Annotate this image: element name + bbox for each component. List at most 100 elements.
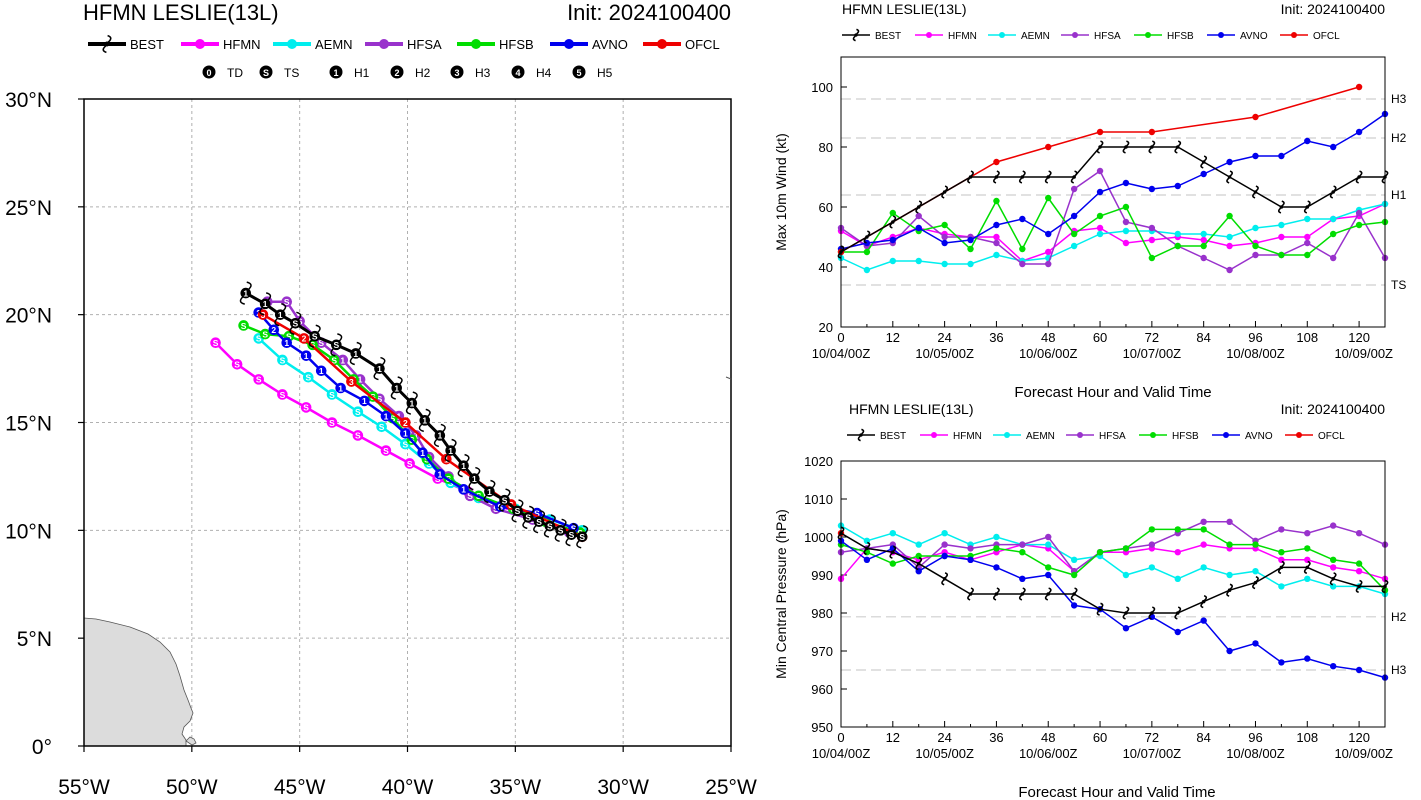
series-point-hfsa — [1019, 541, 1026, 548]
track-point-best: S — [511, 499, 524, 523]
series-point-avno — [1278, 152, 1285, 160]
date-label-0: 10/04/00Z — [812, 346, 871, 361]
track-marker-best — [499, 494, 510, 506]
track-marker-symbol: 1 — [461, 485, 466, 495]
series-point-hfsb — [1329, 556, 1337, 563]
track-marker-symbol: S — [280, 355, 286, 365]
series-point-aemn — [1329, 215, 1337, 223]
track-point-avno: 1 — [380, 410, 392, 422]
track-marker-symbol: S — [515, 506, 521, 516]
track-marker-avno — [335, 382, 346, 394]
track-marker-symbol: 1 — [414, 431, 419, 441]
series-best — [837, 526, 1389, 620]
track-marker-symbol: S — [525, 513, 531, 523]
track-marker-best — [331, 339, 342, 351]
coastal-island — [185, 736, 197, 746]
track-marker-hfmn — [326, 417, 338, 428]
track-point-avno: 1 — [300, 350, 312, 361]
wind-chart-panel: HFMN LESLIE(13L) Init: 2024100400 BEST HF… — [773, 1, 1407, 401]
series-point-best — [1122, 606, 1130, 620]
series-point-best-arm-upper — [1152, 140, 1156, 147]
series-point-avno — [1226, 647, 1233, 655]
series-point-hfsb — [1226, 212, 1233, 220]
track-marker-best — [576, 531, 588, 543]
track-marker-symbol: S — [234, 360, 240, 370]
series-point-best-eye — [968, 175, 973, 179]
series-point-best-eye — [1331, 190, 1335, 194]
date-label-3: 10/07/00Z — [1123, 346, 1182, 361]
x-tick-label-3: 36 — [989, 330, 1003, 345]
series-point-hfmn — [1148, 236, 1156, 244]
series-point-best — [915, 200, 923, 214]
series-point-best-arm-lower — [1226, 590, 1230, 597]
track-marker-hfsb — [238, 320, 249, 331]
lon-tick-label-3: 40°W — [382, 776, 434, 799]
series-point-best-arm-upper — [1333, 185, 1337, 192]
series-point-hfsa — [1070, 185, 1078, 193]
track-marker-symbol: S — [303, 403, 309, 413]
series-point-best-arm-upper — [1359, 579, 1363, 586]
series-point-best-arm-lower — [889, 222, 893, 229]
track-marker-symbol: S — [403, 439, 409, 449]
track-point-avno: 1 — [434, 468, 446, 480]
series-point-best-eye — [968, 592, 973, 596]
track-marker-symbol: S — [262, 329, 268, 339]
series-point-best — [1096, 140, 1104, 154]
series-point-hfmn — [1200, 236, 1207, 244]
series-point-best-arm-lower — [863, 237, 867, 244]
series-point-hfsa — [941, 233, 948, 241]
series-point-avno — [967, 236, 974, 244]
track-marker-symbol: S — [390, 413, 396, 423]
series-point-best — [889, 545, 897, 559]
series-point-hfsb — [1070, 571, 1078, 579]
series-point-best — [1355, 579, 1363, 594]
threshold-label-h3: H3 — [1391, 663, 1407, 677]
series-point-hfsb — [941, 221, 948, 229]
series-line-best — [840, 532, 1385, 614]
x-tick-label-6: 72 — [1145, 330, 1159, 345]
threshold-label-h2: H2 — [1391, 610, 1407, 624]
legend-hurricane-icon-arm-upper — [856, 28, 860, 35]
legend-marker-hfmn — [931, 432, 937, 438]
series-point-best-arm-upper — [1177, 140, 1182, 147]
legend-label-avno: AVNO — [1245, 431, 1273, 442]
track-marker-hfmn — [352, 430, 364, 441]
series-point-best-arm-lower — [1148, 613, 1152, 620]
legend-marker-aemn — [287, 39, 297, 49]
series-point-best-arm-upper — [918, 200, 923, 207]
legend-hurricane-icon-arm-upper — [107, 34, 112, 43]
lon-tick-label-5: 30°W — [597, 776, 649, 799]
series-point-hfsb — [1174, 526, 1181, 533]
x-tick-label-9: 108 — [1296, 330, 1318, 345]
series-point-best-arm-upper — [1100, 140, 1104, 147]
series-point-hfsb — [1070, 230, 1078, 238]
y-tick-label-2: 60 — [819, 200, 833, 215]
series-point-avno — [1070, 212, 1078, 220]
series-point-best — [889, 215, 897, 229]
track-marker-hfmn — [300, 402, 312, 413]
series-point-best-arm-upper — [1126, 606, 1130, 613]
series-point-avno — [1045, 571, 1052, 579]
track-marker-hfmn — [210, 337, 221, 349]
x-tick-label-7: 84 — [1196, 330, 1210, 345]
series-point-best-arm-upper — [1229, 583, 1233, 590]
track-marker-best — [350, 348, 362, 359]
track-marker-symbol: S — [256, 334, 262, 344]
track-marker-symbol: 1 — [448, 446, 453, 456]
series-point-best-arm-upper — [892, 545, 897, 552]
track-marker-hfmn — [253, 374, 264, 385]
track-point-aemn: S — [277, 354, 288, 366]
track-marker-best — [240, 287, 252, 299]
series-point-best-eye — [916, 561, 921, 566]
track-marker-avno — [458, 484, 469, 495]
threshold-label-h1: H1 — [1391, 188, 1407, 202]
series-line-hfsb — [841, 196, 1386, 259]
track-marker-best — [458, 460, 469, 471]
series-point-aemn — [1304, 575, 1311, 582]
series-point-aemn — [1122, 571, 1130, 579]
series-point-best-arm-lower — [1070, 177, 1074, 184]
intensity-symbol-char-ts: S — [263, 68, 269, 78]
series-point-best-eye — [1279, 565, 1284, 570]
series-point-best-arm-upper — [1152, 606, 1156, 613]
track-marker-symbol: S — [241, 321, 247, 331]
